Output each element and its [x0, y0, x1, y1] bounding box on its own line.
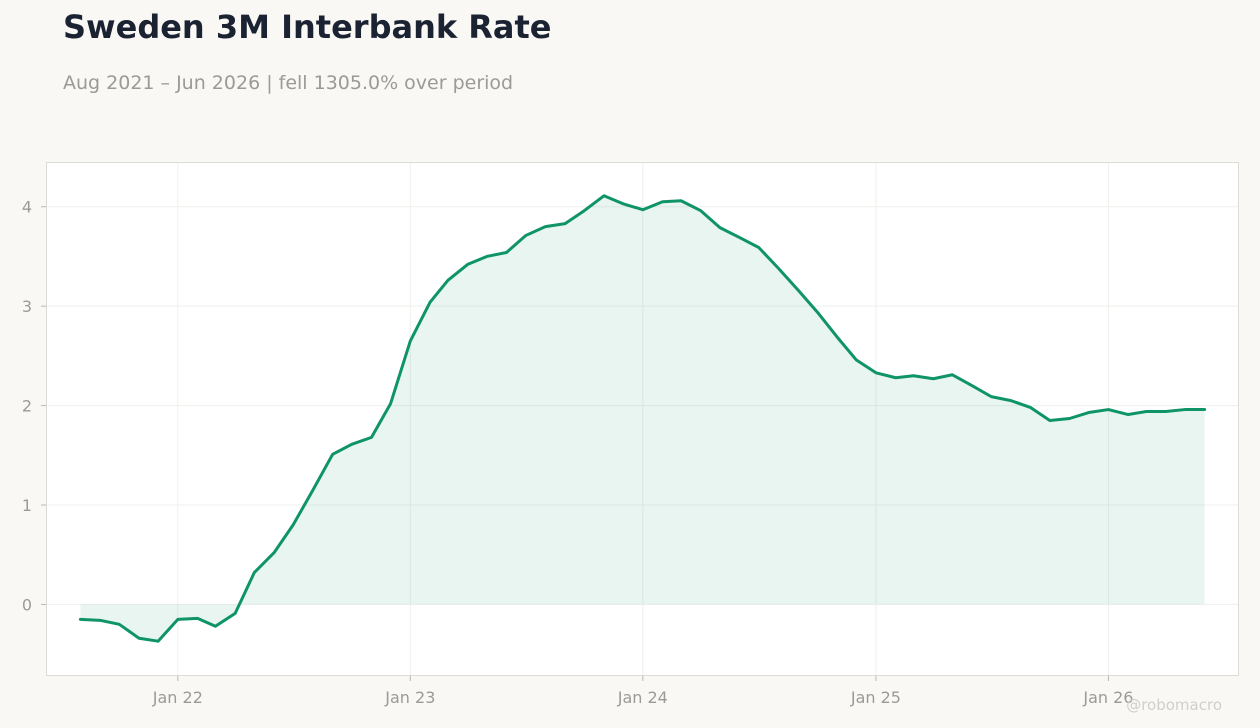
y-tick-label: 1 [22, 496, 32, 515]
y-tick-label: 2 [22, 397, 32, 416]
watermark: @robomacro [1126, 696, 1222, 714]
area-fill [80, 195, 1205, 642]
x-tick-label: Jan 25 [850, 688, 901, 707]
y-tick-label: 3 [22, 297, 32, 316]
chart-subtitle: Aug 2021 – Jun 2026 | fell 1305.0% over … [63, 72, 514, 94]
plot-border [46, 162, 1239, 676]
x-tick-label: Jan 24 [617, 688, 668, 707]
x-tick-label: Jan 26 [1082, 688, 1133, 707]
x-tick-label: Jan 22 [152, 688, 203, 707]
x-tick-label: Jan 23 [384, 688, 435, 707]
series-line [78, 194, 1207, 643]
page-title: Sweden 3M Interbank Rate [63, 8, 552, 46]
y-tick-label: 0 [22, 595, 32, 614]
y-tick-label: 4 [22, 198, 32, 217]
